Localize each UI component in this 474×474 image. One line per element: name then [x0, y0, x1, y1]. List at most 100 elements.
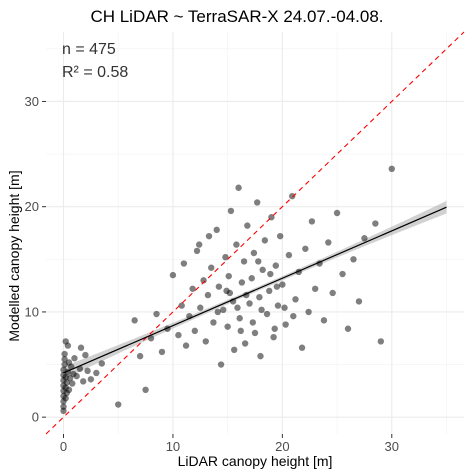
- data-point: [222, 254, 229, 261]
- data-point: [73, 372, 80, 380]
- data-point: [193, 247, 201, 255]
- data-point: [208, 264, 215, 271]
- data-point: [276, 232, 284, 240]
- annotation-r2: R² = 0.58: [62, 64, 128, 81]
- y-axis-ticks: 0 10 20 30: [25, 94, 46, 425]
- data-point: [267, 270, 274, 278]
- data-point: [87, 376, 95, 383]
- data-point: [377, 338, 385, 345]
- data-point: [256, 293, 263, 301]
- data-point: [191, 327, 199, 335]
- y-tick-label: 10: [25, 304, 39, 319]
- annotation-n: n = 475: [62, 41, 116, 58]
- data-point: [302, 245, 309, 252]
- data-point: [195, 241, 203, 248]
- data-point: [169, 271, 177, 279]
- data-point: [255, 258, 262, 265]
- data-point: [238, 279, 246, 286]
- y-axis-title: Modelled canopy height [m]: [6, 170, 22, 341]
- data-point: [80, 378, 87, 385]
- data-point: [178, 302, 185, 309]
- data-point: [182, 342, 190, 349]
- chart-title: CH LiDAR ~ TerraSAR-X 24.07.-04.08.: [90, 7, 383, 26]
- data-point: [344, 325, 352, 332]
- x-axis-title: LiDAR canopy height [m]: [178, 453, 333, 469]
- data-point: [279, 281, 286, 288]
- data-point: [220, 306, 227, 314]
- data-point: [71, 355, 78, 362]
- data-point: [246, 300, 253, 307]
- data-point: [350, 256, 357, 263]
- data-point: [158, 348, 166, 356]
- data-point: [200, 277, 207, 284]
- x-axis-ticks: 0 10 20 30: [60, 434, 399, 454]
- data-point: [333, 209, 341, 217]
- data-point: [289, 192, 296, 200]
- data-point: [180, 260, 188, 267]
- x-tick-label: 30: [385, 439, 399, 454]
- data-point: [361, 235, 368, 242]
- data-point: [325, 239, 332, 246]
- data-point: [62, 338, 69, 345]
- data-point: [285, 251, 293, 259]
- data-point: [274, 302, 282, 309]
- data-point: [298, 344, 306, 351]
- data-point: [217, 361, 225, 368]
- x-tick-label: 20: [275, 439, 289, 454]
- data-point: [223, 287, 230, 295]
- data-point: [290, 312, 297, 320]
- data-point: [249, 319, 257, 326]
- data-point: [189, 285, 196, 292]
- data-point: [93, 369, 100, 377]
- y-tick-label: 30: [25, 94, 39, 109]
- data-point: [213, 226, 220, 234]
- y-tick-label: 0: [32, 410, 39, 425]
- data-point: [131, 317, 138, 324]
- data-point: [261, 237, 269, 244]
- data-point: [225, 272, 232, 280]
- data-point: [270, 333, 277, 341]
- data-point: [258, 306, 265, 314]
- data-point: [233, 241, 240, 248]
- reference-line-layer: [45, 31, 465, 435]
- data-point: [273, 283, 281, 290]
- x-tick-label: 0: [60, 439, 67, 454]
- data-point: [250, 249, 258, 257]
- data-point: [67, 363, 75, 370]
- data-point: [253, 199, 261, 206]
- data-point: [115, 401, 122, 408]
- data-point: [257, 352, 264, 360]
- data-point: [244, 222, 251, 229]
- data-point: [204, 291, 212, 299]
- data-point: [227, 207, 235, 215]
- data-point: [215, 283, 223, 290]
- data-point: [308, 218, 316, 225]
- data-point: [248, 275, 255, 282]
- y-tick-label: 20: [25, 199, 39, 214]
- data-point: [282, 321, 289, 328]
- data-point: [98, 360, 106, 367]
- data-point: [202, 338, 209, 345]
- data-point: [259, 266, 266, 274]
- data-point: [210, 319, 217, 326]
- data-point: [266, 287, 273, 295]
- data-point: [320, 317, 328, 324]
- data-point: [305, 308, 312, 316]
- data-point: [61, 350, 68, 358]
- data-point: [231, 346, 238, 354]
- data-point: [62, 395, 69, 402]
- data-point: [235, 184, 242, 191]
- reference-line: [45, 31, 465, 435]
- data-point: [292, 296, 299, 303]
- data-point: [234, 304, 241, 311]
- data-point: [142, 386, 149, 393]
- data-point: [175, 331, 182, 339]
- grid-minor: [46, 32, 464, 434]
- data-point: [197, 304, 204, 311]
- data-point: [205, 232, 213, 240]
- data-point: [77, 344, 85, 351]
- data-points: [60, 165, 395, 415]
- data-point: [69, 380, 76, 387]
- data-point: [355, 298, 363, 305]
